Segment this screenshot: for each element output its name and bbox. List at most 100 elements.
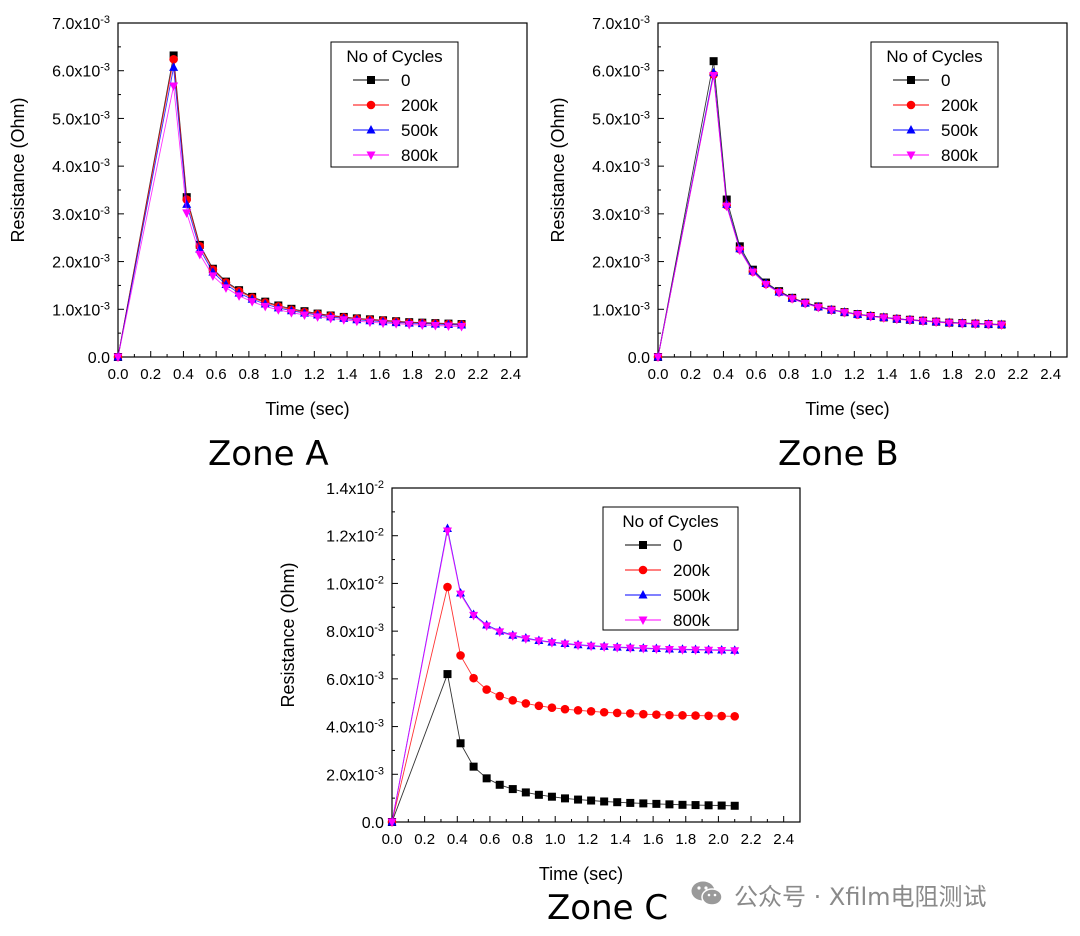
y-tick-exponent: -3 <box>640 62 650 74</box>
data-point <box>495 628 505 637</box>
x-tick-label: 0.6 <box>479 831 500 848</box>
data-point <box>735 246 745 256</box>
x-axis: 0.0 0.2 0.4 0.6 0.8 1.0 1.2 1.4 1.6 1.8 2.0 2.2 2.4 <box>108 351 521 383</box>
x-tick-label: 0.8 <box>238 366 259 383</box>
legend-box <box>870 41 999 168</box>
data-point <box>651 645 661 655</box>
data-point <box>691 801 700 810</box>
data-point <box>560 640 570 650</box>
data-point <box>638 645 648 654</box>
data-point <box>612 708 622 718</box>
data-point <box>774 289 784 298</box>
x-tick-label: 0.4 <box>447 831 468 848</box>
y-tick-exponent: -2 <box>374 527 384 539</box>
legend-label: 200k <box>401 96 438 115</box>
data-point <box>169 54 178 64</box>
y-axis: 0.0 2.0x10-3 4.0x10-3 6.0x10-3 8.0x10-3 1.0x1… <box>326 479 398 832</box>
zone-a-title: Zone A <box>208 434 329 474</box>
data-point <box>704 646 714 656</box>
data-point <box>892 315 902 325</box>
series-200k <box>387 582 740 827</box>
y-tick-label: 2.0x10-3 <box>592 253 650 272</box>
x-tick-label: 2.4 <box>500 366 521 383</box>
data-point <box>182 209 192 218</box>
data-point <box>443 322 453 331</box>
y-tick-label: 1.0x10-3 <box>52 300 110 319</box>
data-point <box>469 611 479 621</box>
data-point <box>652 799 661 808</box>
x-tick-label: 1.4 <box>610 831 631 848</box>
legend-label: 0 <box>941 71 950 90</box>
data-point <box>639 799 648 808</box>
y-tick-label: 6.0x10-3 <box>52 62 110 81</box>
legend-label: 500k <box>941 121 978 140</box>
data-point <box>586 707 596 716</box>
y-tick-label: 1.0x10-3 <box>592 300 650 319</box>
y-tick-exponent: -3 <box>100 253 110 265</box>
y-tick-exponent: -3 <box>640 157 650 169</box>
legend-label: 800k <box>401 146 438 165</box>
data-point <box>417 321 427 331</box>
legend-marker <box>638 616 648 625</box>
data-point <box>931 318 941 328</box>
x-tick-label: 1.4 <box>877 366 898 383</box>
y-tick-label: 1.4x10-2 <box>326 479 384 498</box>
y-tick-exponent: -3 <box>374 622 384 634</box>
legend: No of Cycles 0 200k 500k 800k <box>870 41 999 168</box>
data-point <box>195 244 205 253</box>
data-point <box>387 818 397 827</box>
data-point <box>404 321 414 330</box>
data-point <box>599 707 609 717</box>
data-point <box>730 712 740 721</box>
data-point <box>918 317 928 327</box>
data-point <box>599 643 609 652</box>
data-point <box>677 646 687 655</box>
data-point <box>430 322 440 331</box>
x-tick-label: 0.8 <box>512 831 533 848</box>
y-tick-label: 2.0x10-3 <box>326 765 384 784</box>
chart-zone-c: 0.0 0.2 0.4 0.6 0.8 1.0 1.2 1.4 1.6 1.8 2.0 2.2 2.4 T… <box>270 470 810 890</box>
y-tick-exponent: -3 <box>100 300 110 312</box>
data-point <box>273 306 283 315</box>
data-point <box>665 800 674 809</box>
legend-marker <box>366 125 376 134</box>
x-tick-label: 1.4 <box>337 366 358 383</box>
legend-marker <box>367 76 375 84</box>
y-tick-label: 7.0x10-3 <box>52 14 110 33</box>
data-point <box>482 622 492 631</box>
data-point <box>678 711 687 720</box>
data-point <box>665 710 674 720</box>
data-point <box>547 792 556 801</box>
y-tick-exponent: -2 <box>374 479 384 491</box>
x-tick-label: 2.4 <box>1040 366 1061 383</box>
data-point <box>879 314 889 323</box>
data-point <box>717 801 726 810</box>
chart-zone-b: 0.0 0.2 0.4 0.6 0.8 1.0 1.2 1.4 1.6 1.8 2.0 2.2 2.4 T… <box>540 0 1080 430</box>
y-tick-label: 1.0x10-2 <box>326 574 384 593</box>
data-point <box>709 57 718 66</box>
data-point <box>508 696 518 705</box>
data-point <box>457 322 467 332</box>
data-point <box>800 300 810 309</box>
data-point <box>508 632 518 641</box>
data-point <box>547 703 557 713</box>
data-point <box>352 317 362 327</box>
legend-label: 500k <box>401 121 438 140</box>
y-axis: 0.0 1.0x10-3 2.0x10-3 3.0x10-3 4.0x10-3 5.0x1… <box>592 14 664 367</box>
data-point <box>761 280 771 290</box>
data-point <box>652 710 661 719</box>
legend-label: 800k <box>941 146 978 165</box>
legend-marker <box>906 100 916 110</box>
data-point <box>508 785 517 794</box>
y-tick-label: 0.0 <box>628 350 650 367</box>
watermark-text: 公众号 · Xfilm电阻测试 <box>734 882 987 911</box>
legend-marker <box>639 541 647 549</box>
data-point <box>286 309 296 318</box>
data-point <box>866 312 876 322</box>
plot-frame <box>117 22 528 358</box>
x-tick-label: 0.6 <box>206 366 227 383</box>
series-800k <box>113 82 467 362</box>
x-tick-label: 0.2 <box>140 366 161 383</box>
data-point <box>495 780 504 789</box>
x-tick-label: 2.0 <box>708 831 729 848</box>
